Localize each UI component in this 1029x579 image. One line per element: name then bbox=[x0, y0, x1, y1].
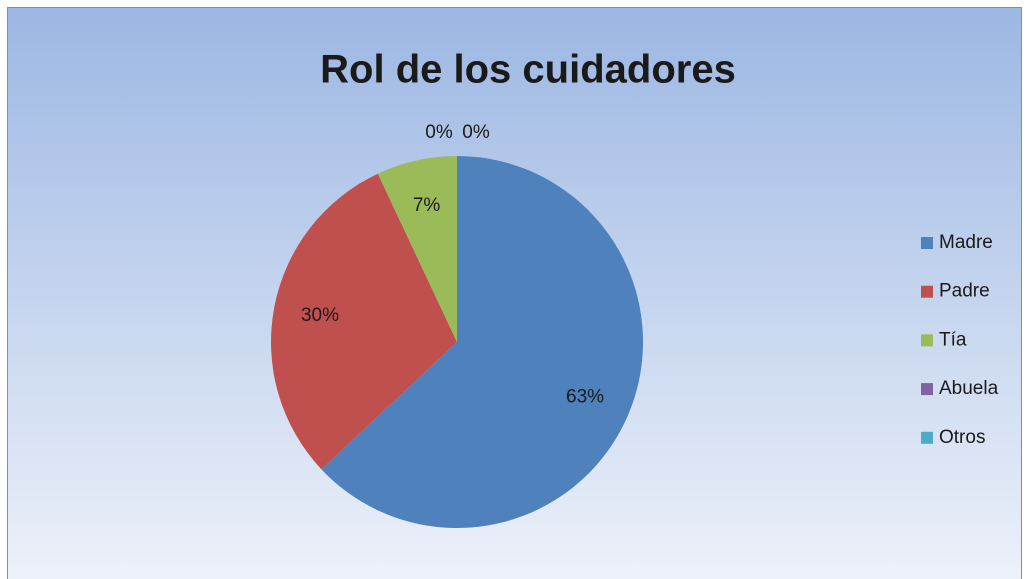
legend-label: Tía bbox=[939, 329, 967, 350]
chart-title: Rol de los cuidadores bbox=[320, 48, 736, 92]
legend-label: Padre bbox=[939, 281, 990, 302]
data-label: 7% bbox=[413, 195, 441, 216]
pie-slice bbox=[271, 173, 457, 470]
legend-swatch bbox=[921, 431, 933, 444]
legend-label: Abuela bbox=[939, 378, 999, 399]
data-label: 30% bbox=[301, 305, 339, 326]
legend-label: Madre bbox=[939, 232, 993, 253]
pie-slice bbox=[377, 156, 457, 342]
legend-label: Otros bbox=[939, 427, 985, 448]
data-label: 0% bbox=[462, 122, 490, 143]
pie-slice bbox=[321, 156, 644, 529]
data-label: 63% bbox=[566, 386, 604, 407]
legend-swatch bbox=[921, 334, 933, 347]
legend-swatch bbox=[921, 285, 933, 298]
data-label: 0% bbox=[425, 122, 453, 143]
legend-swatch bbox=[921, 383, 933, 396]
legend-swatch bbox=[921, 237, 933, 249]
